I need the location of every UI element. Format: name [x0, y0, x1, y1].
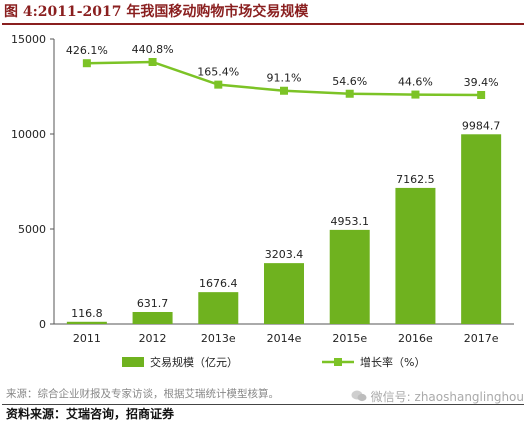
growth-rate-point — [477, 91, 486, 99]
x-tick-label: 2015e — [332, 332, 367, 345]
growth-rate-label: 39.4% — [464, 76, 499, 89]
growth-rate-point — [214, 80, 223, 89]
watermark: 微信号: zhaoshanglinghou — [274, 388, 524, 406]
growth-rate-label: 440.8% — [132, 43, 174, 56]
growth-rate-point — [148, 58, 157, 66]
growth-rate-point — [411, 90, 420, 99]
growth-rate-label: 54.6% — [332, 75, 367, 88]
footer-divider — [2, 404, 524, 405]
wechat-icon — [351, 390, 367, 402]
legend-bar-swatch — [122, 357, 144, 367]
bar — [198, 292, 239, 324]
bar-value-label: 7162.5 — [396, 173, 435, 186]
bar-line-chart: 0 5000 10000 15000 116.8 2011 631.7 2012 1676.4 2… — [11, 33, 514, 369]
chart-source-note: 来源：综合企业财报及专家访谈，根据艾瑞统计模型核算。 — [6, 388, 279, 400]
x-tick-label: 2014e — [267, 332, 302, 345]
bar-value-label: 631.7 — [137, 297, 169, 310]
legend-bar-label: 交易规模（亿元） — [150, 355, 238, 369]
bar-value-label: 3203.4 — [265, 248, 304, 261]
bar — [329, 229, 370, 324]
data-source: 资料来源：艾瑞咨询，招商证券 — [6, 407, 175, 421]
chart-title: 图 4:2011-2017 年我国移动购物市场交易规模 — [4, 4, 309, 20]
growth-rate-label: 165.4% — [197, 66, 239, 79]
bar — [461, 134, 502, 324]
growth-rate-point — [345, 89, 354, 98]
bar-value-label: 4953.1 — [330, 215, 369, 228]
x-tick-label: 2013e — [201, 332, 236, 345]
y-tick-label: 5000 — [18, 223, 46, 236]
bar — [66, 321, 107, 324]
growth-rate-point — [280, 86, 288, 95]
watermark-text: 微信号: zhaoshanglinghou — [370, 390, 524, 404]
legend-line-label: 增长率（%） — [360, 355, 425, 369]
y-tick-label: 0 — [39, 318, 46, 331]
bar-value-label: 116.8 — [71, 307, 103, 320]
bar — [264, 263, 304, 324]
x-tick-label: 2016e — [398, 332, 433, 345]
y-tick-label: 15000 — [11, 33, 46, 46]
growth-rate-point — [82, 59, 91, 68]
bar-value-label: 9984.7 — [462, 119, 501, 132]
x-tick-label: 2017e — [464, 332, 499, 345]
bar — [395, 187, 436, 324]
bar-value-label: 1676.4 — [199, 277, 238, 290]
growth-rate-label: 44.6% — [398, 76, 433, 89]
growth-rate-label: 91.1% — [267, 72, 302, 85]
legend-line-marker — [334, 358, 342, 366]
x-tick-label: 2011 — [73, 332, 101, 345]
x-tick-label: 2012 — [139, 332, 167, 345]
y-tick-label: 10000 — [11, 128, 46, 141]
growth-rate-label: 426.1% — [66, 44, 108, 57]
bar — [132, 311, 173, 324]
title-divider — [2, 23, 524, 25]
